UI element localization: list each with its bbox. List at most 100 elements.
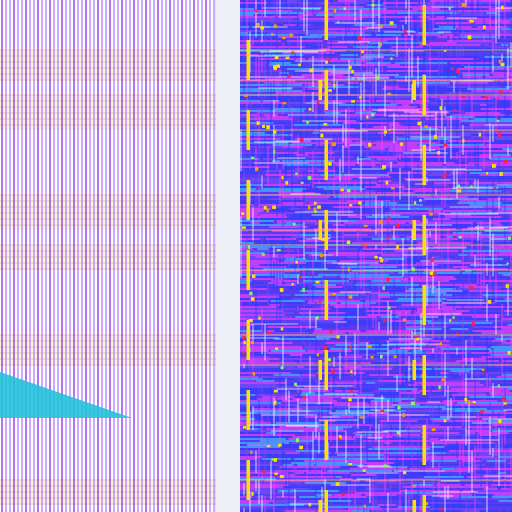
via [275, 347, 279, 350]
via [333, 84, 336, 87]
via [424, 125, 429, 129]
power-strap [324, 490, 328, 512]
via [349, 204, 353, 207]
power-strap [324, 350, 328, 390]
via [413, 201, 417, 205]
via [450, 67, 454, 71]
via [266, 445, 271, 448]
cell-row-band [0, 335, 240, 365]
via [295, 172, 298, 176]
via [250, 450, 253, 454]
via [443, 143, 448, 147]
power-strap [324, 420, 328, 460]
via [332, 293, 336, 296]
via [357, 36, 362, 40]
via [341, 493, 345, 496]
via [470, 185, 473, 189]
via [374, 255, 378, 259]
via [499, 171, 503, 176]
via [449, 319, 452, 322]
via [433, 135, 437, 139]
via [251, 491, 254, 496]
via [242, 226, 246, 229]
via [325, 60, 329, 64]
via [503, 402, 507, 405]
via [306, 120, 309, 124]
via [309, 68, 313, 73]
via [358, 201, 362, 205]
via [380, 24, 383, 28]
via [247, 245, 251, 250]
via [328, 89, 332, 92]
via [308, 502, 312, 507]
via [281, 175, 284, 180]
via [461, 2, 466, 7]
via [363, 504, 367, 509]
via [396, 245, 399, 250]
via [346, 240, 351, 245]
via [286, 249, 289, 253]
via [359, 96, 362, 99]
via [295, 260, 298, 264]
via [291, 51, 295, 55]
via [285, 56, 290, 59]
power-strap [246, 40, 250, 80]
via [387, 216, 391, 221]
via [408, 247, 412, 250]
via [348, 294, 353, 299]
via [251, 274, 256, 279]
via [351, 69, 354, 73]
via [493, 187, 497, 190]
via [355, 78, 358, 81]
via [320, 133, 324, 138]
routing-region [240, 0, 512, 512]
power-strap [422, 145, 426, 185]
via [262, 124, 265, 128]
cell-row-band [0, 50, 240, 80]
via [285, 180, 289, 185]
fill-wedge [0, 372, 132, 418]
via [308, 205, 311, 210]
via [328, 161, 332, 166]
via [280, 366, 284, 370]
power-strap [412, 220, 416, 240]
via [273, 389, 278, 393]
via [484, 95, 488, 99]
via [262, 470, 266, 474]
via [440, 507, 444, 511]
via [496, 119, 499, 122]
via [280, 327, 284, 331]
via [432, 272, 437, 276]
via [323, 123, 328, 126]
via [376, 76, 380, 80]
via [467, 35, 472, 40]
via [464, 397, 468, 401]
via [380, 354, 383, 359]
power-strap [324, 210, 328, 250]
via [390, 57, 393, 60]
via [291, 283, 294, 286]
via [362, 244, 367, 248]
via [410, 401, 415, 406]
via [327, 358, 332, 362]
region-gutter [216, 0, 240, 512]
power-strap [324, 280, 328, 320]
via [270, 33, 274, 36]
via [429, 212, 433, 216]
via [240, 212, 245, 215]
power-strap [422, 355, 426, 395]
via [448, 6, 451, 10]
via [429, 271, 434, 275]
via [256, 121, 260, 125]
via [315, 280, 320, 284]
via [250, 297, 255, 301]
via [469, 286, 474, 290]
power-strap [246, 390, 250, 430]
via [349, 345, 353, 349]
via [273, 65, 277, 70]
via [439, 106, 443, 111]
via [505, 284, 509, 288]
via [497, 132, 502, 137]
